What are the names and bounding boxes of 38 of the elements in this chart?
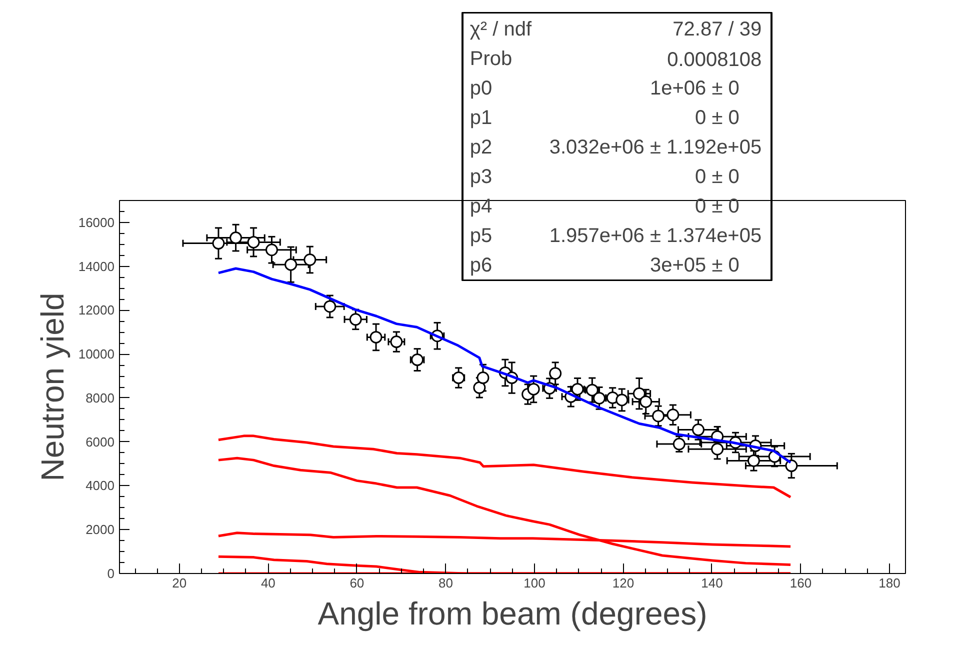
annotation: 1.957e+06 ± 1.374e+05 bbox=[549, 224, 762, 247]
x-tick-label: 160 bbox=[790, 576, 812, 590]
x-tick-label: 140 bbox=[701, 576, 723, 590]
x-tick-label: 180 bbox=[878, 576, 900, 590]
x-tick-label: 60 bbox=[350, 576, 364, 590]
text: 0 ± 0 bbox=[695, 106, 740, 129]
text: 0 ± 0 bbox=[695, 166, 740, 188]
x-tick-label: 40 bbox=[260, 576, 276, 590]
y-tick-label: 10000 bbox=[78, 346, 115, 362]
x-tick-label: 120 bbox=[612, 576, 634, 590]
x-tick-label: 80 bbox=[438, 576, 453, 590]
y-tick-label: 16000 bbox=[78, 214, 115, 230]
y-axis-title: Neutron yield bbox=[34, 292, 70, 482]
text: χ² / ndf bbox=[470, 18, 532, 40]
y-tick-label: 4000 bbox=[86, 478, 114, 494]
x-tick-label: 20 bbox=[172, 576, 187, 590]
y-tick-label: 14000 bbox=[78, 258, 115, 274]
text: p2 bbox=[470, 136, 492, 158]
annotation: 0 ± 0 bbox=[695, 195, 740, 218]
text: 0.0008108 bbox=[667, 48, 762, 71]
text: p3 bbox=[470, 166, 492, 188]
y-tick-label: 2000 bbox=[86, 522, 114, 538]
annotation: p4 bbox=[470, 195, 492, 218]
text: p0 bbox=[470, 77, 492, 100]
text: 72.87 / 39 bbox=[672, 18, 762, 40]
y-tick-label: 12000 bbox=[78, 302, 115, 318]
text: 3.032e+06 ± 1.192e+05 bbox=[549, 136, 762, 158]
annotation: p5 bbox=[470, 224, 492, 247]
x-axis-title: Angle from beam (degrees) bbox=[318, 596, 708, 632]
annotation: p6 bbox=[470, 254, 492, 276]
y-tick-label: 0 bbox=[107, 566, 115, 581]
y-tick-label: 8000 bbox=[86, 390, 114, 406]
text: p1 bbox=[470, 106, 492, 129]
x-tick-label: 100 bbox=[524, 576, 546, 590]
text: 1e+06 ± 0 bbox=[650, 77, 740, 100]
text: Prob bbox=[470, 48, 512, 70]
y-tick-label: 6000 bbox=[86, 434, 114, 450]
annotation: 3e+05 ± 0 bbox=[650, 254, 740, 276]
